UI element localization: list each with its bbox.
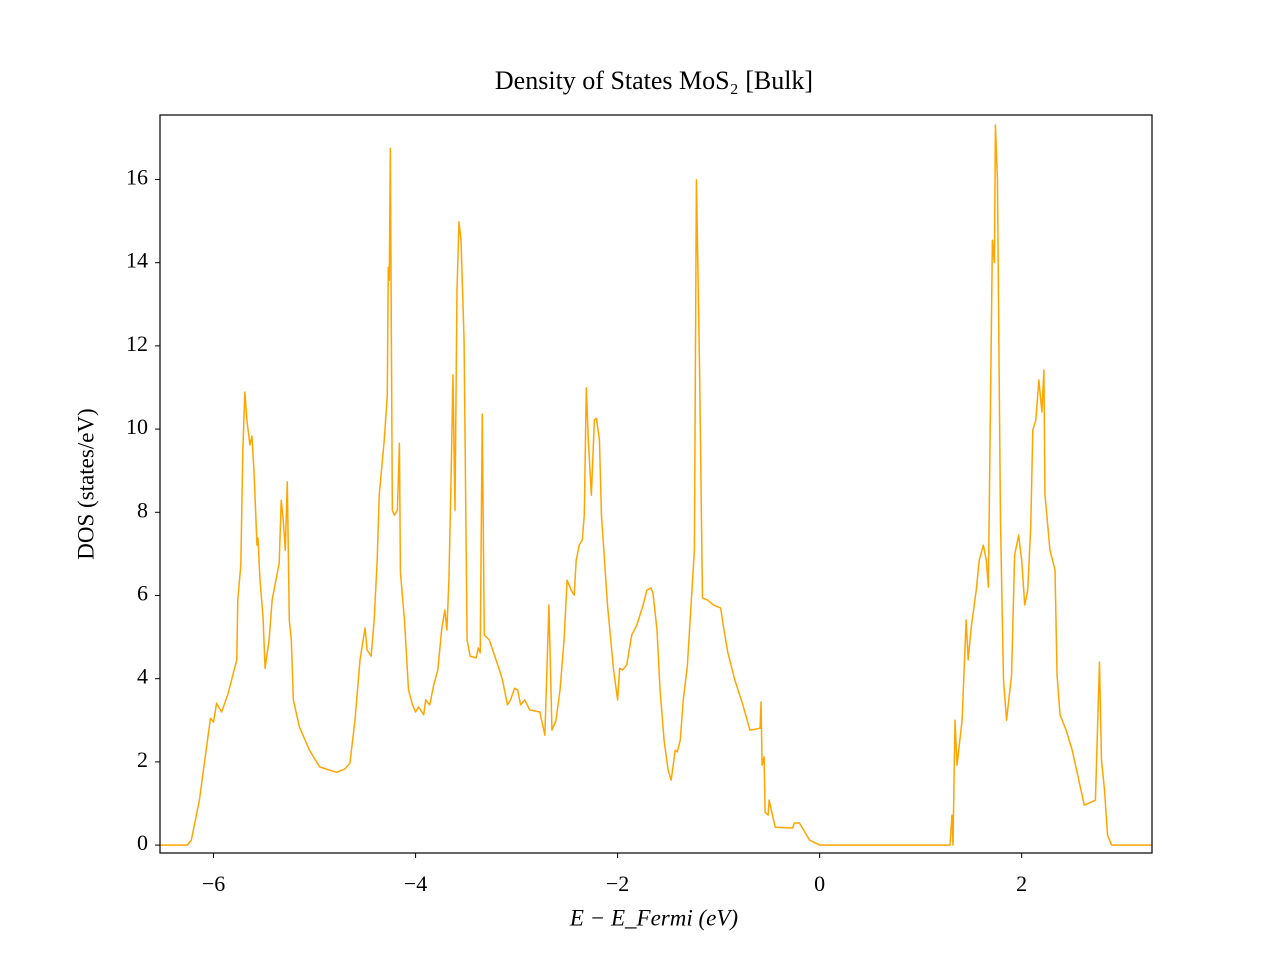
x-tick-label: 0 [814, 871, 825, 896]
plot-frame [159, 114, 1153, 854]
y-tick-label: 12 [126, 331, 148, 356]
x-tick-label: −4 [404, 871, 427, 896]
y-axis-label: DOS (states/eV) [73, 408, 98, 559]
y-tick-label: 16 [126, 165, 148, 190]
y-tick-label: 8 [137, 497, 148, 522]
x-axis-label: E − E_Fermi (eV) [569, 905, 738, 930]
x-tick-label: −2 [606, 871, 629, 896]
y-tick-label: 2 [137, 747, 148, 772]
x-tick-label: −6 [202, 871, 225, 896]
y-tick-label: 4 [137, 664, 148, 689]
y-tick-label: 14 [126, 248, 148, 273]
y-tick-label: 6 [137, 581, 148, 606]
x-tick-label: 2 [1016, 871, 1027, 896]
chart-title: Density of States MoS₂ [Bulk] [495, 66, 813, 95]
y-tick-label: 0 [137, 830, 148, 855]
y-tick-label: 10 [126, 414, 148, 439]
dos-line [160, 124, 1152, 846]
